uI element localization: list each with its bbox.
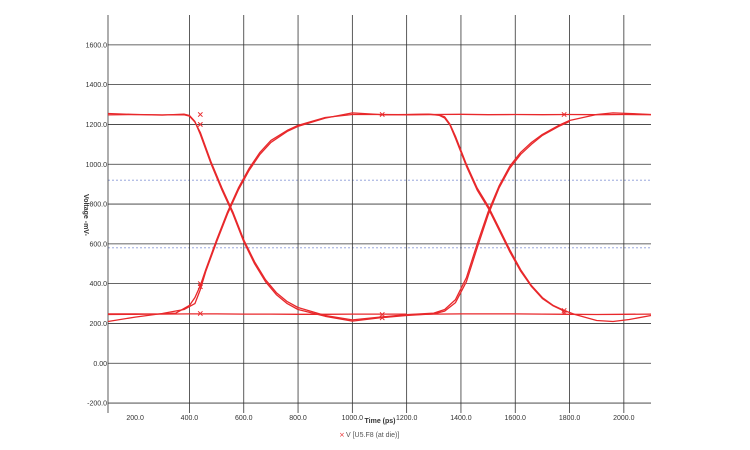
- y-tick-label: -200.0: [87, 401, 107, 408]
- x-tick-label: 200.0: [126, 415, 144, 422]
- series-trace-7: [379, 112, 652, 318]
- y-tick-label: 400.0: [89, 281, 107, 288]
- series-marker-3: [197, 284, 203, 290]
- series-trace-6: [379, 113, 565, 312]
- series-marker-1: [197, 121, 203, 128]
- x-tick-label: 1200.0: [396, 415, 418, 422]
- series-marker-8: [561, 111, 567, 118]
- x-tick-label: 600.0: [235, 415, 253, 422]
- series-trace-5: [379, 113, 652, 323]
- series-trace-2: [107, 113, 652, 316]
- series-markers: [197, 111, 567, 321]
- x-tick-label: 800.0: [289, 415, 307, 422]
- y-axis-title: Voltage -mV-: [82, 194, 89, 237]
- series-trace-8: [379, 120, 570, 319]
- legend: × V [U5.F8 (at die)]: [339, 431, 399, 439]
- x-tick-label: 400.0: [181, 415, 199, 422]
- tick-labels: 200.0 400.0 600.0 800.0 1000.0 1200.0 1400.0 16…: [86, 42, 635, 422]
- series-marker-5: [379, 111, 385, 118]
- legend-entry-label: V [U5.F8 (at die)]: [346, 432, 399, 439]
- series-marker-0: [197, 111, 203, 118]
- series-marker-10: [561, 309, 567, 316]
- y-tick-label: 600.0: [89, 241, 107, 248]
- threshold-lines: [108, 179, 651, 249]
- x-tick-label: 2000.0: [613, 415, 635, 422]
- series-marker-4: [197, 310, 203, 317]
- y-tick-label: 1000.0: [86, 162, 108, 169]
- series-trace-1: [107, 112, 380, 321]
- y-tick-label: 200.0: [89, 321, 107, 328]
- x-axis-title: Time (ps): [365, 418, 396, 425]
- y-tick-label: 1600.0: [86, 42, 108, 49]
- series-marker-7: [379, 315, 385, 321]
- x-tick-label: 1400.0: [450, 415, 472, 422]
- y-tick-label: 1400.0: [86, 82, 108, 89]
- x-tick-label: 1600.0: [505, 415, 527, 422]
- x-tick-label: 1800.0: [559, 415, 581, 422]
- series-traces: [107, 112, 652, 323]
- y-tick-label: 1200.0: [86, 122, 108, 129]
- series-trace-3: [107, 112, 380, 323]
- y-tick-label: 800.0: [89, 202, 107, 209]
- series-marker-9: [561, 307, 567, 314]
- legend-marker-icon: ×: [339, 431, 345, 439]
- gridlines: [107, 15, 651, 413]
- y-tick-label: 0.00: [93, 361, 107, 368]
- x-tick-label: 1000.0: [342, 415, 364, 422]
